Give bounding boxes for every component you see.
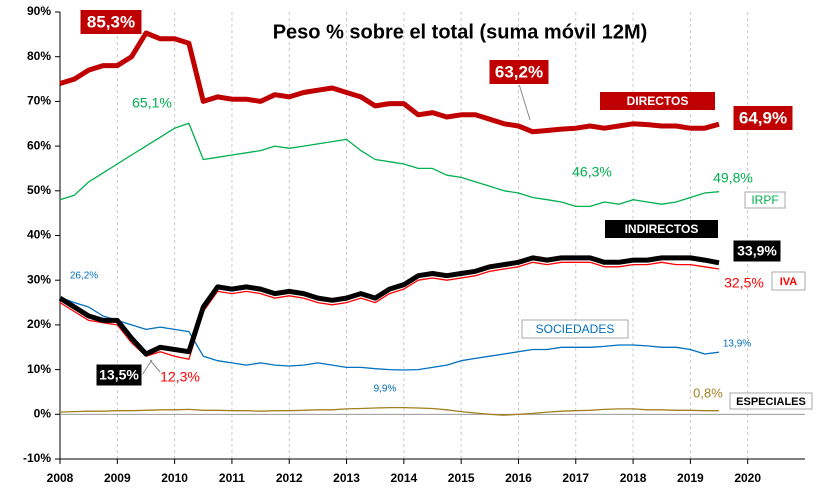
x-tick-label: 2010 (161, 471, 188, 485)
x-tick-label: 2016 (505, 471, 532, 485)
series-line (59, 261, 720, 360)
annotation: 12,3% (160, 369, 200, 385)
annotation: 64,9% (739, 108, 787, 127)
x-tick-label: 2017 (562, 471, 589, 485)
annotation-box (488, 59, 550, 85)
annotation-box (732, 239, 782, 263)
x-tick-label: 2011 (219, 471, 245, 485)
y-tick-label: 30% (27, 272, 51, 286)
y-tick-label: 40% (27, 228, 51, 242)
y-tick-label: 70% (27, 94, 51, 108)
y-tick-label: 80% (27, 49, 51, 63)
legend-label: SOCIEDADES (536, 322, 615, 336)
annotation: 85,3% (87, 12, 135, 31)
connector (518, 83, 531, 121)
annotation: 26,2% (70, 271, 98, 282)
y-tick-label: 50% (27, 183, 51, 197)
series-line (59, 296, 720, 371)
series-line (58, 255, 720, 357)
annotation: 32,5% (724, 275, 764, 291)
annotation-box (95, 363, 143, 387)
annotation: 13,5% (99, 367, 139, 383)
x-tick-label: 2020 (734, 471, 761, 485)
labels: DIRECTOS IRPF SOCIEDADES ESPECIALES IVA INDIR… (70, 9, 813, 410)
x-tick-label: 2008 (47, 471, 74, 485)
annotation: 13,9% (723, 339, 751, 350)
annotation: 9,9% (374, 384, 397, 395)
legend-box (521, 319, 629, 339)
lines (58, 30, 720, 416)
y-tick-label: 60% (27, 138, 51, 152)
series-line (59, 122, 720, 208)
legend-box (744, 191, 786, 209)
annotation: 49,8% (713, 170, 753, 186)
legend-label: ESPECIALES (736, 396, 806, 408)
chart-title: Peso % sobre el total (suma móvil 12M) (273, 21, 648, 43)
connector (149, 359, 161, 373)
annotation: 0,8% (693, 385, 723, 400)
x-tick-label: 2013 (333, 471, 360, 485)
legend-label: DIRECTOS (627, 94, 689, 108)
annotation: 65,1% (132, 95, 172, 111)
legend-box (729, 392, 813, 410)
legend-box (600, 92, 715, 110)
x-tick-label: 2015 (448, 471, 475, 485)
annotation: 63,2% (495, 62, 543, 81)
y-tick-label: 0% (34, 406, 52, 420)
legend-label: IVA (780, 276, 798, 288)
legend-box (605, 220, 718, 238)
annotation: 33,9% (737, 243, 777, 259)
y-tick-label: -10% (23, 451, 51, 465)
y-tick-label: 90% (27, 4, 51, 18)
y-tick-label: 10% (27, 362, 51, 376)
x-tick-label: 2014 (390, 471, 417, 485)
y-tick-label: 20% (27, 317, 51, 331)
series-line (59, 30, 720, 135)
annotation-box (732, 105, 794, 131)
legend-label: IRPF (751, 193, 778, 207)
x-tick-label: 2009 (104, 471, 131, 485)
legend-label: INDIRECTOS (625, 222, 699, 236)
series-line (59, 406, 719, 416)
x-tick-label: 2018 (620, 471, 647, 485)
x-tick-label: 2012 (276, 471, 303, 485)
legend-box (771, 271, 806, 291)
x-tick-label: 2019 (677, 471, 704, 485)
annotation-box (79, 9, 143, 35)
connector (141, 359, 153, 376)
annotation: 46,3% (572, 164, 612, 180)
